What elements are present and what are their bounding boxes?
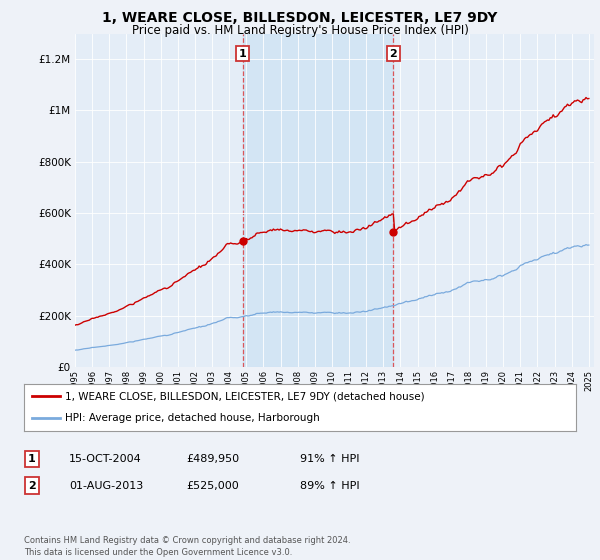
Text: 1, WEARE CLOSE, BILLESDON, LEICESTER, LE7 9DY: 1, WEARE CLOSE, BILLESDON, LEICESTER, LE…	[103, 11, 497, 25]
Text: 01-AUG-2013: 01-AUG-2013	[69, 480, 143, 491]
Text: 1: 1	[28, 454, 35, 464]
Text: 2: 2	[28, 480, 35, 491]
Text: 1: 1	[239, 49, 247, 59]
Text: HPI: Average price, detached house, Harborough: HPI: Average price, detached house, Harb…	[65, 413, 320, 423]
Text: £525,000: £525,000	[186, 480, 239, 491]
Text: £489,950: £489,950	[186, 454, 239, 464]
Text: 91% ↑ HPI: 91% ↑ HPI	[300, 454, 359, 464]
Text: 2: 2	[389, 49, 397, 59]
Text: Price paid vs. HM Land Registry's House Price Index (HPI): Price paid vs. HM Land Registry's House …	[131, 24, 469, 36]
Text: 89% ↑ HPI: 89% ↑ HPI	[300, 480, 359, 491]
Text: 15-OCT-2004: 15-OCT-2004	[69, 454, 142, 464]
Text: Contains HM Land Registry data © Crown copyright and database right 2024.
This d: Contains HM Land Registry data © Crown c…	[24, 536, 350, 557]
Bar	[242, 34, 393, 367]
Text: 1, WEARE CLOSE, BILLESDON, LEICESTER, LE7 9DY (detached house): 1, WEARE CLOSE, BILLESDON, LEICESTER, LE…	[65, 391, 425, 402]
